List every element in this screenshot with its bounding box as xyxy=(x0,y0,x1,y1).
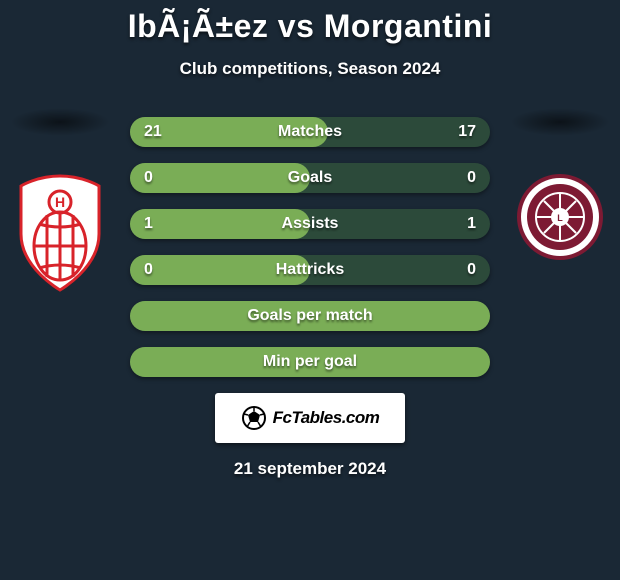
comparison-card: IbÃ¡Ã±ez vs Morgantini Club competitions… xyxy=(0,0,620,580)
stat-row-goals: 0 Goals 0 xyxy=(130,163,490,193)
stat-label: Goals per match xyxy=(247,307,372,325)
lanus-icon: L xyxy=(517,174,603,260)
stat-left-value: 0 xyxy=(144,255,153,285)
huracan-badge: H xyxy=(10,174,110,292)
stat-left-value: 1 xyxy=(144,209,153,239)
stat-row-assists: 1 Assists 1 xyxy=(130,209,490,239)
left-team-crest: H xyxy=(10,108,110,246)
stat-row-goals-per-match: Goals per match xyxy=(130,301,490,331)
subtitle: Club competitions, Season 2024 xyxy=(0,59,620,79)
svg-text:H: H xyxy=(55,194,65,210)
fctables-logo-icon xyxy=(241,405,267,431)
svg-text:L: L xyxy=(557,213,563,223)
stat-right-value: 1 xyxy=(467,209,476,239)
stat-label: Assists xyxy=(282,215,339,233)
stat-row-matches: 21 Matches 17 xyxy=(130,117,490,147)
huracan-icon: H xyxy=(17,174,103,292)
stat-right-value: 0 xyxy=(467,163,476,193)
stat-left-value: 0 xyxy=(144,163,153,193)
lanus-badge: L xyxy=(510,174,610,260)
crest-shadow xyxy=(10,108,110,136)
date-label: 21 september 2024 xyxy=(0,459,620,479)
stat-left-value: 21 xyxy=(144,117,162,147)
crest-shadow xyxy=(510,108,610,136)
page-title: IbÃ¡Ã±ez vs Morgantini xyxy=(0,0,620,45)
stat-row-hattricks: 0 Hattricks 0 xyxy=(130,255,490,285)
stat-label: Hattricks xyxy=(276,261,344,279)
stat-right-value: 17 xyxy=(458,117,476,147)
stat-row-fill xyxy=(130,163,310,193)
brand-badge: FcTables.com xyxy=(215,393,405,443)
stat-label: Matches xyxy=(278,123,342,141)
right-team-crest: L xyxy=(510,108,610,246)
stat-row-min-per-goal: Min per goal xyxy=(130,347,490,377)
brand-text: FcTables.com xyxy=(273,408,380,428)
stat-label: Goals xyxy=(288,169,332,187)
stat-label: Min per goal xyxy=(263,353,357,371)
stat-right-value: 0 xyxy=(467,255,476,285)
